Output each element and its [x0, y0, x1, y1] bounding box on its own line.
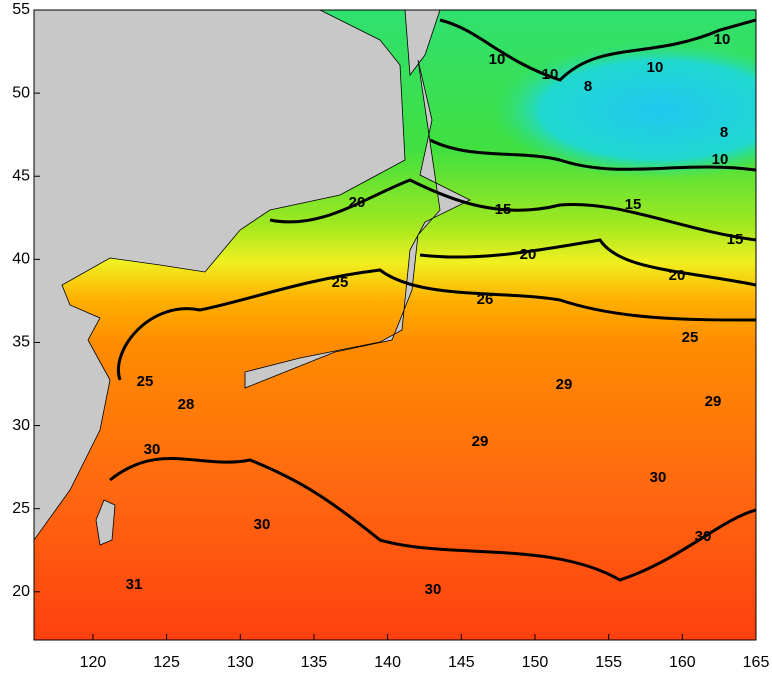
- land: [404, 10, 441, 77]
- contour-label: 8: [584, 78, 592, 95]
- x-tick-label: 145: [448, 654, 475, 671]
- contour-label: 26: [477, 291, 494, 308]
- sst-field: [34, 10, 756, 640]
- contour-label: 15: [625, 196, 642, 213]
- y-tick-label: 45: [12, 167, 30, 184]
- x-tick-label: 160: [669, 654, 696, 671]
- contour-label: 28: [178, 396, 195, 413]
- y-tick-label: 30: [12, 417, 30, 434]
- y-tick-label: 25: [12, 500, 30, 517]
- x-tick-label: 165: [743, 654, 770, 671]
- y-tick-label: 20: [12, 583, 30, 600]
- contour-label: 20: [349, 194, 366, 211]
- land: [34, 10, 406, 541]
- y-tick-label: 40: [12, 251, 30, 268]
- y-tick-label: 55: [12, 1, 30, 18]
- contour-label: 15: [495, 201, 512, 218]
- land: [95, 499, 116, 546]
- contours: [109, 18, 756, 582]
- x-tick-label: 130: [227, 654, 254, 671]
- contour-label: 25: [682, 329, 699, 346]
- x-tick-label: 135: [301, 654, 328, 671]
- contour-label: 8: [720, 124, 728, 141]
- contour-label: 29: [472, 433, 489, 450]
- x-tick-label: 140: [374, 654, 401, 671]
- contour-label: 30: [425, 581, 442, 598]
- contour-label: 29: [556, 376, 573, 393]
- contour-label: 20: [669, 267, 686, 284]
- contour-label: 25: [332, 274, 349, 291]
- contour-label: 25: [137, 373, 154, 390]
- y-tick-label: 35: [12, 334, 30, 351]
- y-tick-label: 50: [12, 84, 30, 101]
- x-tick-label: 120: [80, 654, 107, 671]
- x-tick-label: 155: [595, 654, 622, 671]
- contour-label: 31: [126, 576, 143, 593]
- cold-water: [490, 40, 756, 180]
- contour-label: 30: [650, 469, 667, 486]
- x-tick-label: 125: [153, 654, 180, 671]
- contour-label: 30: [695, 528, 712, 545]
- contour-label: 20: [520, 246, 537, 263]
- x-tick-label: 150: [522, 654, 549, 671]
- contour-label: 30: [144, 441, 161, 458]
- contour-label: 30: [254, 516, 271, 533]
- contour-label: 29: [705, 393, 722, 410]
- contour-label: 10: [647, 59, 664, 76]
- contour-label: 10: [714, 31, 731, 48]
- contour-label: 15: [727, 231, 744, 248]
- contour-label: 10: [712, 151, 729, 168]
- land: [244, 59, 471, 389]
- plot-frame: [33, 9, 757, 641]
- contour-label: 10: [489, 51, 506, 68]
- contour-label: 10: [542, 66, 559, 83]
